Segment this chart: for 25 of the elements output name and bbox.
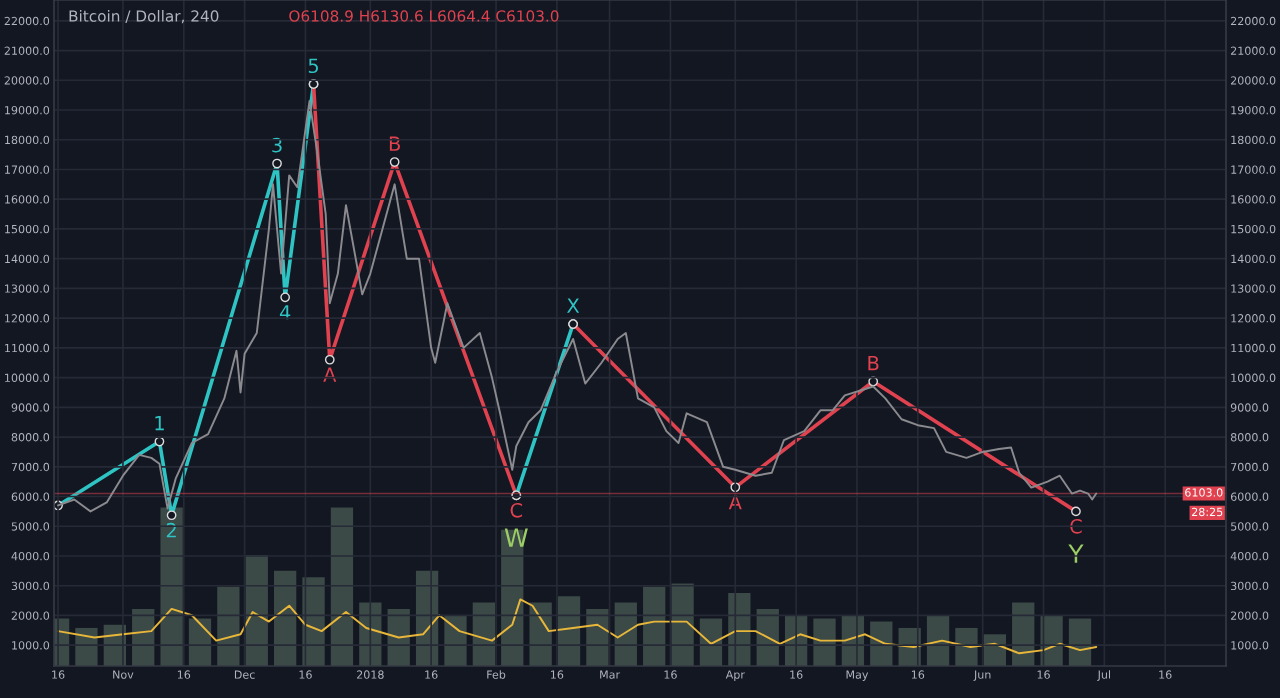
- bar: [586, 608, 609, 666]
- bar: [955, 627, 978, 666]
- annotation: X: [567, 298, 580, 313]
- bar: [330, 507, 354, 666]
- bar: [274, 570, 297, 666]
- annotation: B: [389, 136, 400, 151]
- annotation: C: [510, 502, 523, 518]
- annotation: B: [868, 355, 879, 371]
- bar: [557, 596, 581, 666]
- annotation: W: [504, 528, 528, 547]
- bar: [217, 586, 240, 666]
- annotation: 5: [308, 58, 319, 74]
- bar: [302, 577, 325, 666]
- bar: [444, 615, 467, 666]
- bar: [529, 602, 552, 666]
- bar: [643, 586, 666, 666]
- annotation: Y: [1068, 544, 1084, 563]
- annotation: 4: [279, 305, 291, 320]
- bar: [813, 618, 836, 666]
- annotation: 2: [166, 522, 176, 538]
- bar: [671, 583, 694, 666]
- annotation: 1: [155, 416, 164, 431]
- bar: [160, 507, 183, 666]
- bar: [75, 627, 98, 666]
- annotation: C: [1070, 518, 1082, 534]
